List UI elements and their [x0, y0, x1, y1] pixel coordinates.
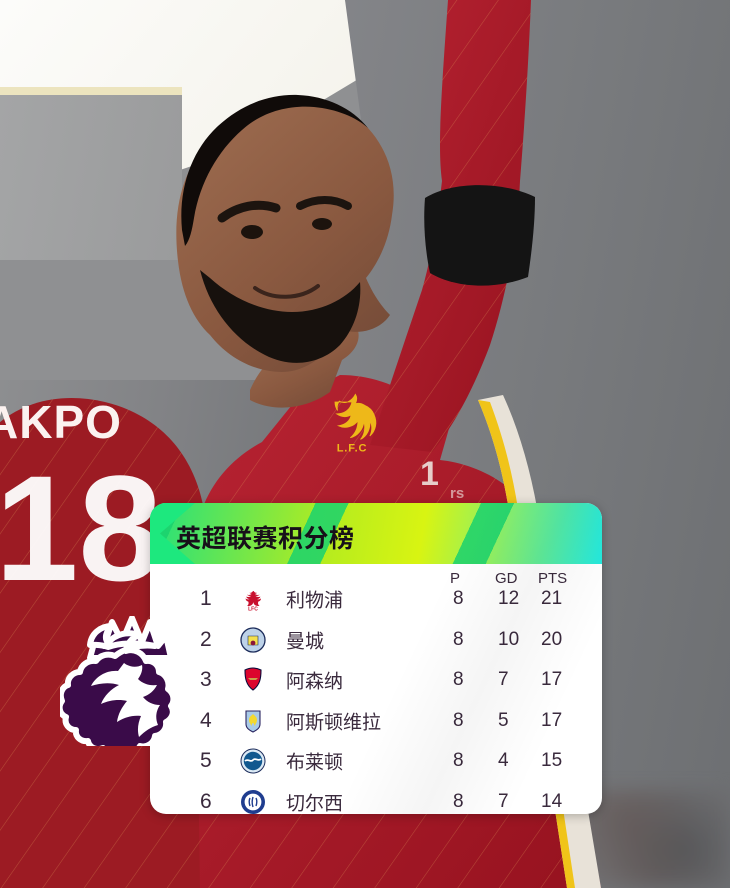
- svg-text:1: 1: [420, 455, 439, 493]
- svg-text:L.F.C: L.F.C: [337, 442, 368, 454]
- svg-text:AKPO: AKPO: [0, 396, 122, 448]
- svg-text:rs: rs: [450, 485, 464, 502]
- svg-text:18: 18: [0, 444, 162, 612]
